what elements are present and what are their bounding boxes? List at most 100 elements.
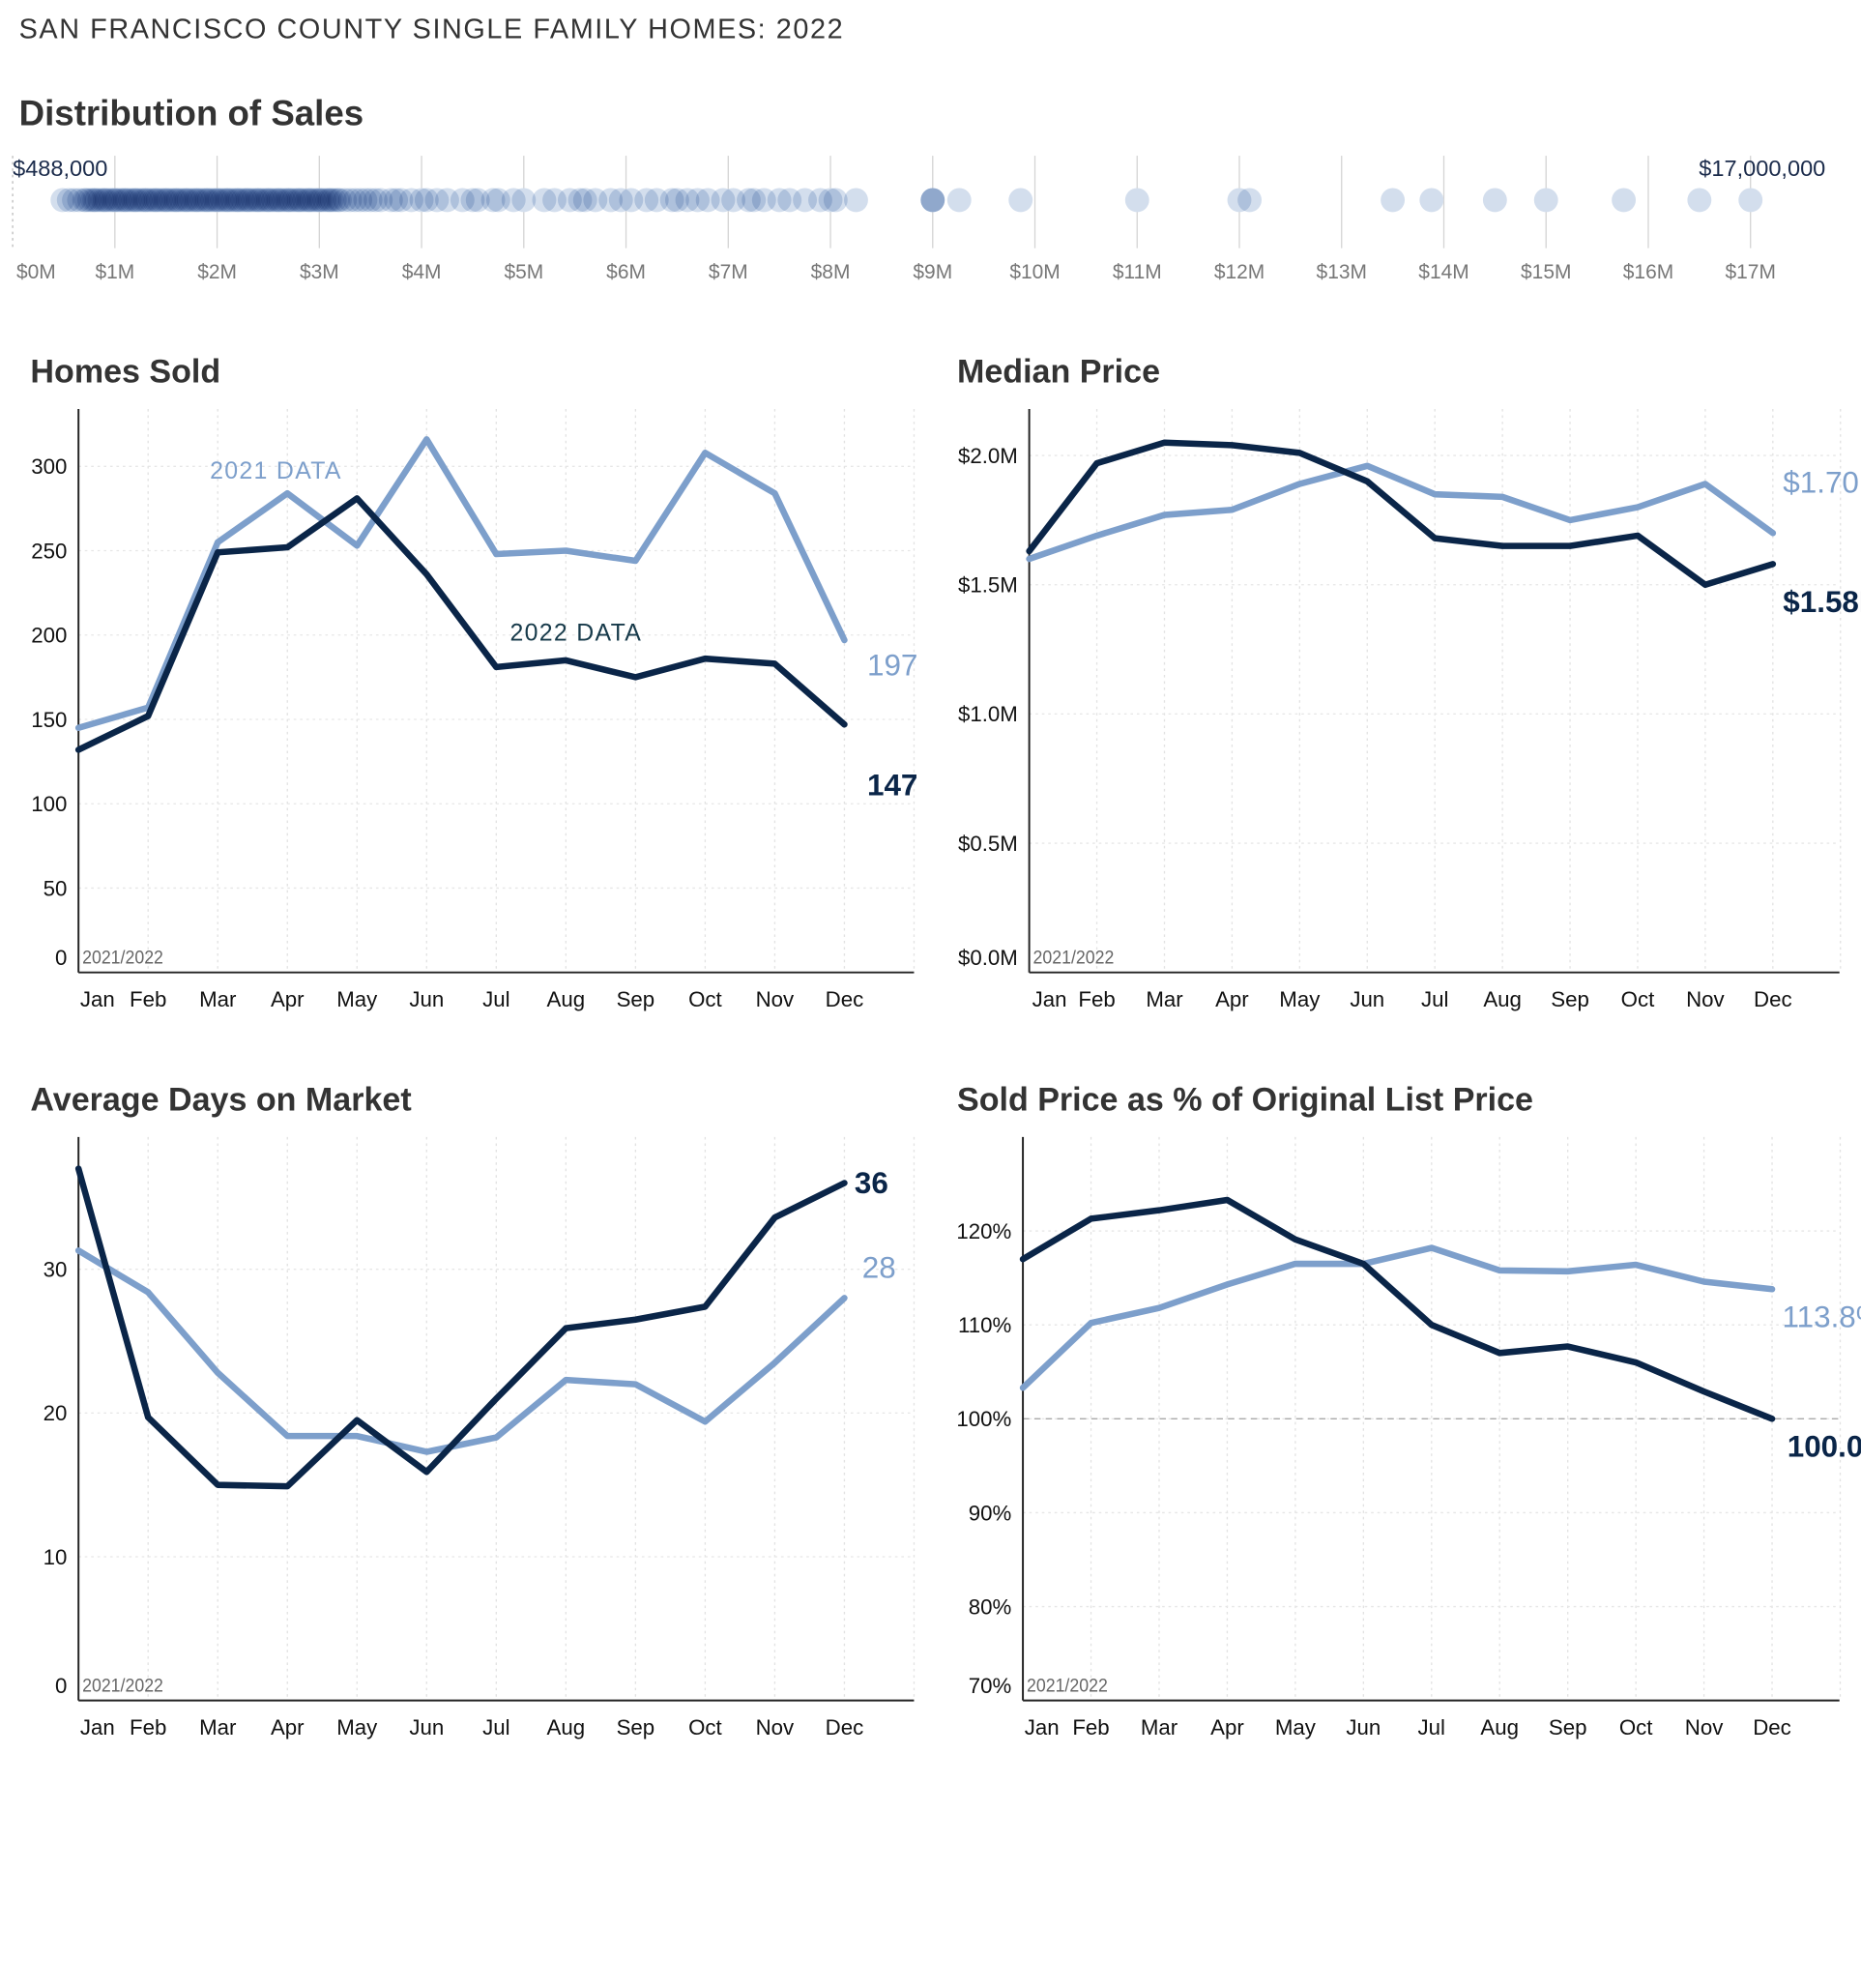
y-tick-label: 300 <box>31 454 67 479</box>
x-tick-label: Sep <box>1551 987 1589 1011</box>
y-tick-label: 200 <box>31 624 67 648</box>
x-tick-label: Mar <box>199 1715 237 1740</box>
sale-dot <box>1419 188 1444 213</box>
x-tick-label: Apr <box>1210 1715 1244 1740</box>
sale-dot <box>1612 188 1637 213</box>
days-on-market-title: Average Days on Market <box>30 1080 412 1119</box>
end-value-label: 28 <box>862 1250 896 1284</box>
y-tick-label: 10 <box>44 1545 68 1569</box>
end-value-label: 100.0% <box>1788 1430 1861 1464</box>
y-tick-label: 120% <box>956 1219 1011 1243</box>
sale-dot <box>823 188 848 213</box>
line-chart-2: $0.0M $0.5M $1.0M $1.5M $2.0M Jan Feb Mar Apr May… <box>958 408 1861 1011</box>
sale-dot <box>1687 188 1712 213</box>
y-tick-label: $0.0M <box>958 946 1018 970</box>
y-tick-label: 90% <box>969 1501 1012 1525</box>
y-tick-label: 50 <box>44 876 68 900</box>
y-tick-label: $1.0M <box>958 702 1018 726</box>
x-tick-label: Jan <box>1032 987 1067 1011</box>
x-tick-label: Jun <box>1350 987 1384 1011</box>
x-tick-label: Feb <box>1072 1715 1109 1740</box>
distribution-title: Distribution of Sales <box>18 93 364 133</box>
tick-label: $4M <box>402 261 442 283</box>
y-tick-label: 250 <box>31 539 67 563</box>
x-tick-label: Sep <box>1549 1715 1587 1740</box>
y-tick-label: 110% <box>958 1313 1011 1337</box>
y-tick-label: 80% <box>969 1594 1012 1619</box>
x-tick-label: Nov <box>1686 987 1725 1011</box>
tick-label: $7M <box>709 261 748 283</box>
x-tick-label: Aug <box>1483 987 1522 1011</box>
x-tick-label: Aug <box>547 987 586 1011</box>
series-label: 2022 DATA <box>509 620 642 647</box>
x-tick-label: Jul <box>482 1715 509 1740</box>
series-line-2021 <box>74 436 848 731</box>
x-tick-label: Dec <box>1753 1715 1791 1740</box>
period-note: 2021/2022 <box>82 1675 163 1696</box>
series-line-2022 <box>74 1165 848 1490</box>
sale-dot <box>1738 188 1763 213</box>
sale-dot <box>1381 188 1406 213</box>
x-tick-label: Feb <box>130 1715 166 1740</box>
tick-label: $0M <box>16 261 56 283</box>
x-tick-label: Jul <box>482 987 509 1011</box>
y-tick-label: 0 <box>55 1674 67 1698</box>
y-tick-label: 100 <box>31 792 67 816</box>
x-tick-label: Jan <box>1025 1715 1060 1740</box>
x-tick-label: Jan <box>80 987 115 1011</box>
sale-dot <box>1237 188 1263 213</box>
y-tick-label: 30 <box>44 1258 68 1282</box>
sale-dot <box>1482 188 1507 213</box>
page-title: SAN FRANCISCO COUNTY SINGLE FAMILY HOMES… <box>18 13 845 44</box>
tick-label: $9M <box>913 261 952 283</box>
series-line-2022 <box>1019 1196 1776 1422</box>
x-tick-label: May <box>336 1715 378 1740</box>
tick-label: $3M <box>300 261 339 283</box>
x-tick-label: Apr <box>1215 987 1249 1011</box>
sale-dot <box>511 188 537 213</box>
x-tick-label: Nov <box>1685 1715 1724 1740</box>
tick-label: $16M <box>1623 261 1673 283</box>
end-value-label: 147 <box>867 769 917 803</box>
y-tick-label: $1.5M <box>958 573 1018 598</box>
period-note: 2021/2022 <box>1027 1675 1108 1696</box>
x-tick-label: Dec <box>826 987 864 1011</box>
tick-label: $13M <box>1317 261 1367 283</box>
sold-price-pct-title: Sold Price as % of Original List Price <box>956 1080 1533 1119</box>
series-line-2022 <box>1026 439 1777 589</box>
x-tick-label: Jul <box>1418 1715 1445 1740</box>
x-tick-label: Jan <box>80 1715 115 1740</box>
sale-dot <box>844 188 868 213</box>
x-tick-label: Aug <box>1480 1715 1519 1740</box>
line-chart-3: 0 10 20 30 Jan Feb Mar Apr May Jun Jul Aug Sep Oct Nov… <box>44 1136 916 1740</box>
x-tick-label: Nov <box>756 1715 795 1740</box>
end-value-label: $1.58M <box>1783 585 1861 619</box>
x-tick-label: Aug <box>547 1715 586 1740</box>
sale-dot <box>920 188 945 213</box>
x-tick-label: Dec <box>1754 987 1792 1011</box>
period-note: 2021/2022 <box>82 948 163 969</box>
x-tick-label: May <box>1279 987 1321 1011</box>
end-value-label: $1.70M <box>1783 465 1861 499</box>
x-tick-label: Mar <box>1141 1715 1178 1740</box>
x-tick-label: Apr <box>271 1715 305 1740</box>
line-chart-4: 70% 80% 90% 100% 110% 120% Jan Feb Mar Apr May Jun J… <box>956 1136 1861 1740</box>
x-tick-label: Feb <box>1078 987 1115 1011</box>
tick-label: $12M <box>1214 261 1265 283</box>
x-tick-label: Mar <box>199 987 237 1011</box>
x-tick-label: Oct <box>1619 1715 1653 1740</box>
x-tick-label: May <box>1275 1715 1317 1740</box>
x-tick-label: Sep <box>617 987 655 1011</box>
x-tick-label: Dec <box>826 1715 864 1740</box>
sale-dot <box>1124 188 1149 213</box>
y-tick-label: 100% <box>956 1407 1011 1431</box>
x-tick-label: Feb <box>130 987 166 1011</box>
tick-label: $10M <box>1009 261 1060 283</box>
x-tick-label: Jun <box>409 1715 444 1740</box>
series-line-2021 <box>1019 1244 1776 1391</box>
sale-dot <box>946 188 972 213</box>
x-tick-label: Oct <box>688 1715 722 1740</box>
end-value-label: 197 <box>867 649 917 683</box>
